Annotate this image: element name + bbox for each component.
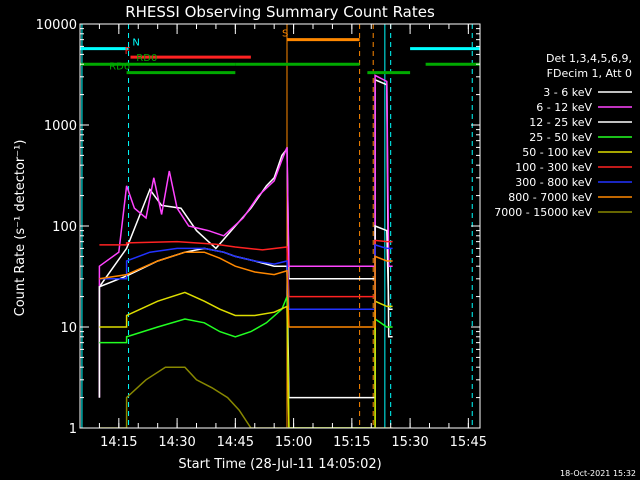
legend-header-line-2: FDecim 1, Att 0 [547, 67, 632, 80]
footer-timestamp: 18-Oct-2021 15:32 [560, 469, 636, 478]
legend-label-4: 25 - 50 keV [529, 131, 592, 144]
flag-label-rd0: RD0 [136, 53, 157, 64]
y-tick-label: 1000 [44, 119, 77, 134]
x-axis: 14:15 14:30 14:45 15:00 15:15 15:30 15:45 [98, 24, 487, 450]
y-axis: 1 10 100 1000 10000 [36, 18, 480, 437]
legend-label-3: 12 - 25 keV [529, 116, 592, 129]
legend-label-2: 6 - 12 keV [536, 101, 592, 114]
y-tick-label: 10 [60, 321, 77, 336]
y-axis-label: Count Rate (s⁻¹ detector⁻¹) [13, 140, 28, 317]
series-line-4 [99, 296, 393, 428]
legend-header-line-1: Det 1,3,4,5,6,9, [546, 52, 632, 65]
legend-label-7: 300 - 800 keV [515, 176, 592, 189]
plot-frame [79, 23, 481, 429]
series-line-9 [99, 366, 393, 428]
legend: Det 1,3,4,5,6,9, FDecim 1, Att 0 3 - 6 k… [494, 52, 632, 219]
data-layer [80, 24, 480, 428]
plot-area: N S F RD0 RD6 [79, 23, 481, 429]
x-tick-label: 14:45 [217, 435, 254, 450]
flag-label-s: S [282, 29, 288, 40]
x-tick-label: 14:30 [158, 435, 195, 450]
flag-label-n: N [132, 38, 139, 49]
legend-label-9: 7000 - 15000 keV [494, 206, 592, 219]
chart-title: RHESSI Observing Summary Count Rates [125, 3, 435, 21]
series-line-7 [99, 243, 393, 310]
series-line-2 [98, 74, 393, 398]
legend-label-6: 100 - 300 keV [515, 161, 592, 174]
x-tick-label: 15:45 [450, 435, 487, 450]
series-line-5 [99, 291, 393, 428]
flag-label-f: F [125, 46, 131, 57]
legend-label-8: 800 - 7000 keV [508, 191, 592, 204]
legend-label-1: 3 - 6 keV [543, 86, 592, 99]
x-tick-label: 15:00 [275, 435, 312, 450]
series-line-6 [99, 239, 393, 298]
series-line-1 [98, 78, 393, 398]
series-line-8 [99, 251, 393, 328]
x-tick-label: 15:15 [333, 435, 370, 450]
series-line-3 [98, 224, 393, 399]
flag-label-rd6: RD6 [109, 62, 130, 73]
x-tick-label: 15:30 [391, 435, 428, 450]
x-tick-label: 14:15 [100, 435, 137, 450]
y-tick-label: 10000 [36, 18, 77, 33]
legend-label-5: 50 - 100 keV [522, 146, 592, 159]
y-tick-label: 100 [52, 220, 77, 235]
x-axis-label: Start Time (28-Jul-11 14:05:02) [178, 457, 381, 472]
y-tick-label: 1 [69, 422, 77, 437]
